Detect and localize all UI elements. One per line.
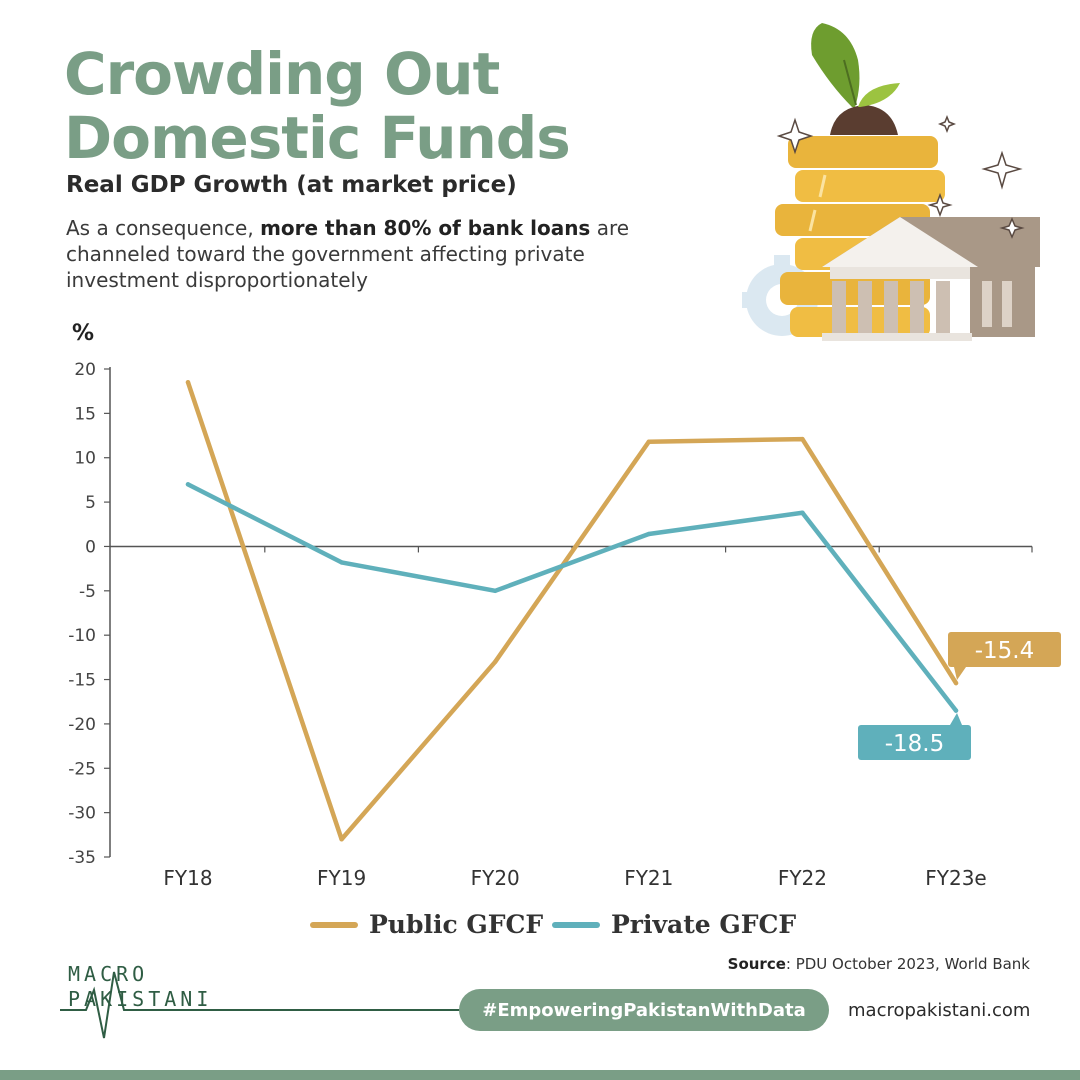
data-point (646, 531, 651, 537)
title-line-2: Domestic Funds (64, 104, 571, 172)
y-tick-label: 0 (85, 537, 96, 557)
data-point (493, 659, 498, 664)
website-link[interactable]: macropakistani.com (848, 1000, 1031, 1021)
y-tick-label: 5 (85, 493, 96, 513)
data-point (339, 837, 344, 842)
y-tick-label: -20 (68, 715, 96, 735)
data-label-pointer (954, 667, 966, 680)
y-tick-label: -35 (68, 848, 96, 868)
y-tick-label: -10 (68, 626, 96, 646)
chart-legend: Public GFCF Private GFCF (310, 910, 796, 939)
data-label-pointer (950, 713, 962, 725)
x-tick-label: FY22 (778, 866, 827, 890)
series-lines (185, 380, 959, 842)
legend-label: Public GFCF (369, 910, 543, 939)
series-line-public-gfcf (185, 380, 959, 842)
axes: 20 15 10 5 0 -5 -10 -15 -20 -25 -30 -35 FY18 FY19 FY20… (68, 360, 1033, 890)
description-post: are channeled toward the government affe… (66, 216, 630, 292)
finance-illustration (742, 23, 1040, 341)
x-tick-label: FY21 (624, 866, 673, 890)
description-pre: As a consequence, (66, 216, 261, 240)
y-tick-label: 20 (74, 360, 96, 380)
y-tick-label: -5 (79, 582, 96, 602)
title-line-1: Crowding Out (64, 40, 500, 108)
data-point (800, 436, 805, 442)
line-chart: % 20 15 10 5 0 -5 -10 -15 -20 -25 -30 -35 FY18 FY19 FY… (68, 321, 1061, 939)
source-label: Source (727, 955, 786, 973)
y-axis-unit-label: % (72, 321, 94, 346)
data-point (646, 439, 651, 444)
sparkle-icon (776, 114, 1025, 239)
page-title: Crowding Out Domestic Funds (64, 40, 571, 172)
logo-pakistani: PAKISTANI (68, 987, 213, 1011)
data-label-box (858, 725, 971, 760)
x-tick-label: FY23e (925, 866, 986, 890)
plant-sprout-icon (811, 23, 900, 135)
source-text: : PDU October 2023, World Bank (785, 955, 1030, 973)
data-point (953, 708, 959, 713)
data-label: -18.5 (885, 731, 945, 757)
end-labels: -15.4 -18.5 (858, 632, 1061, 760)
bottom-accent-bar (0, 1070, 1080, 1080)
data-point (339, 560, 344, 565)
description-bold: more than 80% of bank loans (260, 216, 591, 240)
y-tick-label: -25 (68, 759, 96, 779)
chart-subtitle: Real GDP Growth (at market price) (66, 172, 517, 198)
x-tick-label: FY19 (317, 866, 366, 890)
series-line-private-gfcf (185, 482, 959, 713)
data-point (953, 680, 959, 686)
logo-pulse-icon (60, 971, 518, 1039)
legend-label: Private GFCF (611, 910, 796, 939)
source-note: Source: PDU October 2023, World Bank (540, 955, 1030, 973)
y-tick-label: -15 (68, 671, 96, 691)
logo-macro: MACRO (68, 962, 149, 986)
data-point (185, 482, 191, 487)
y-tick-label: -30 (68, 804, 96, 824)
data-point (185, 380, 191, 385)
data-point (800, 510, 805, 515)
data-point (493, 588, 498, 594)
hashtag-pill: #EmpoweringPakistanWithData (459, 989, 829, 1031)
data-label: -15.4 (975, 638, 1035, 664)
x-tick-label: FY18 (163, 866, 212, 890)
bank-building-icon (822, 217, 1040, 341)
x-tick-label: FY20 (471, 866, 520, 890)
y-tick-label: 15 (74, 404, 96, 424)
description: As a consequence, more than 80% of bank … (66, 215, 686, 293)
y-tick-label: 10 (74, 449, 96, 469)
data-label-box (948, 632, 1061, 667)
